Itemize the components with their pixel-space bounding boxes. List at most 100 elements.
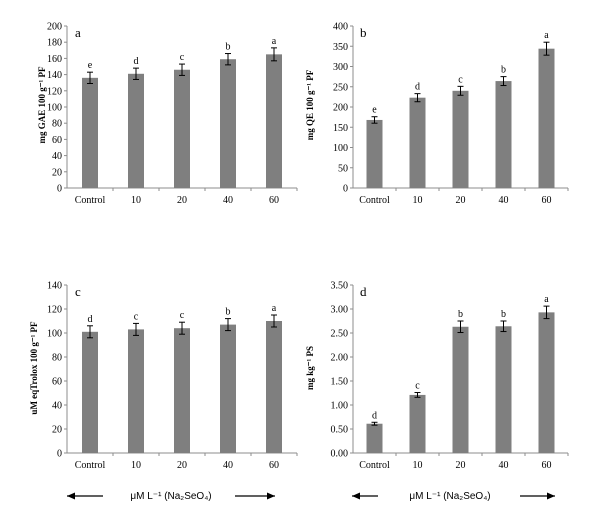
y-tick-label: 200: [47, 22, 62, 33]
x-tick-label: Control: [75, 460, 106, 471]
x-tick-label: 10: [413, 460, 423, 471]
bar-control: [82, 77, 98, 188]
panel-letter: a: [75, 25, 81, 40]
y-tick-label: 2.50: [331, 329, 349, 340]
right-arrow-icon-head: [547, 492, 555, 500]
bar-10: [128, 73, 144, 188]
y-tick-label: 0.50: [331, 425, 349, 436]
bar-40: [495, 81, 512, 188]
bar-40: [220, 59, 236, 189]
y-tick-label: 1.50: [331, 377, 349, 388]
footer-axis-caption: μM L⁻¹ (Na₂SeO₄) μM L⁻¹ (Na₂SeO₄): [67, 491, 555, 502]
y-tick-label: 20: [52, 425, 62, 436]
panel-letter: d: [360, 284, 367, 299]
chart-panel-a: 0 20 40 60 80 100 120 140 160 180 200 e Control d 10 c 2…: [37, 22, 298, 206]
chart-panel-b: 0 50 100 150 200 250 300 350 400 e Control d 10 c 20 b 4…: [305, 22, 569, 206]
x-unit-label-left: μM L⁻¹ (Na₂SeO₄): [130, 491, 211, 502]
y-tick-label: 180: [47, 38, 62, 49]
y-tick-label: 2.00: [331, 353, 349, 364]
y-tick-label: 400: [333, 22, 348, 33]
y-tick-label: 140: [47, 281, 62, 292]
x-tick-label: 10: [131, 460, 141, 471]
y-axis-label: mg kg⁻¹ PS: [305, 346, 315, 390]
significance-letter: c: [180, 52, 185, 63]
significance-letter: c: [180, 310, 185, 321]
x-tick-label: 20: [177, 195, 187, 206]
panel-letter: c: [75, 284, 81, 299]
y-tick-label: 40: [52, 401, 62, 412]
x-tick-label: 40: [223, 195, 233, 206]
y-tick-label: 120: [47, 305, 62, 316]
bar-20: [174, 328, 190, 453]
bar-10: [409, 97, 426, 188]
y-tick-label: 80: [52, 119, 62, 130]
y-tick-label: 140: [47, 70, 62, 81]
y-tick-label: 60: [52, 135, 62, 146]
bar-20: [452, 90, 469, 188]
y-axis-label: mg GAE 100 g⁻¹ PF: [37, 66, 47, 143]
x-tick-label: 60: [542, 460, 552, 471]
y-tick-label: 0: [57, 184, 62, 195]
significance-letter: c: [458, 74, 463, 85]
significance-letter: d: [88, 314, 93, 325]
y-tick-label: 40: [52, 151, 62, 162]
x-tick-label: Control: [75, 195, 106, 206]
bar-20: [452, 326, 469, 453]
chart-panel-d: 0.00 0.50 1.00 1.50 2.00 2.50 3.00 3.50 d Control…: [305, 281, 569, 471]
significance-letter: a: [544, 294, 549, 305]
significance-letter: b: [226, 42, 231, 53]
y-tick-label: 120: [47, 86, 62, 97]
y-tick-label: 100: [333, 143, 348, 154]
x-tick-label: Control: [359, 195, 390, 206]
bar-20: [174, 69, 190, 188]
x-unit-label-right: μM L⁻¹ (Na₂SeO₄): [409, 491, 490, 502]
y-tick-label: 250: [333, 82, 348, 93]
significance-letter: a: [272, 303, 277, 314]
significance-letter: b: [501, 65, 506, 76]
y-tick-label: 200: [333, 103, 348, 114]
y-tick-label: 80: [52, 353, 62, 364]
y-tick-label: 160: [47, 54, 62, 65]
bar-control: [366, 119, 383, 188]
bar-40: [495, 326, 512, 453]
significance-letter: b: [501, 309, 506, 320]
x-tick-label: 10: [413, 195, 423, 206]
x-tick-label: 20: [456, 460, 466, 471]
significance-letter: b: [458, 309, 463, 320]
significance-letter: d: [372, 410, 377, 421]
y-tick-label: 150: [333, 123, 348, 134]
y-tick-label: 1.00: [331, 401, 349, 412]
y-tick-label: 100: [47, 329, 62, 340]
bar-40: [220, 324, 236, 453]
y-tick-label: 3.50: [331, 281, 349, 292]
significance-letter: c: [134, 311, 139, 322]
y-tick-label: 60: [52, 377, 62, 388]
x-tick-label: 60: [269, 195, 279, 206]
x-tick-label: Control: [359, 460, 390, 471]
y-tick-label: 100: [47, 103, 62, 114]
y-tick-label: 0: [57, 449, 62, 460]
significance-letter: e: [88, 60, 93, 71]
x-tick-label: 40: [499, 460, 509, 471]
y-tick-label: 300: [333, 62, 348, 73]
bar-control: [366, 423, 383, 453]
right-arrow-icon-head: [267, 492, 275, 500]
y-tick-label: 3.00: [331, 305, 349, 316]
y-axis-label: mg QE 100 g⁻¹ PF: [305, 69, 315, 140]
x-tick-label: 40: [223, 460, 233, 471]
bar-60: [266, 54, 282, 188]
x-tick-label: 60: [269, 460, 279, 471]
significance-letter: d: [415, 82, 420, 93]
left-arrow-icon-head: [67, 492, 75, 500]
panel-letter: b: [360, 25, 367, 40]
significance-letter: c: [415, 381, 420, 392]
bar-60: [266, 321, 282, 453]
x-tick-label: 20: [177, 460, 187, 471]
bar-60: [538, 48, 555, 189]
significance-letter: e: [372, 105, 377, 116]
bar-control: [82, 331, 98, 453]
significance-letter: a: [544, 30, 549, 41]
significance-letter: a: [272, 36, 277, 47]
bar-60: [538, 312, 555, 453]
